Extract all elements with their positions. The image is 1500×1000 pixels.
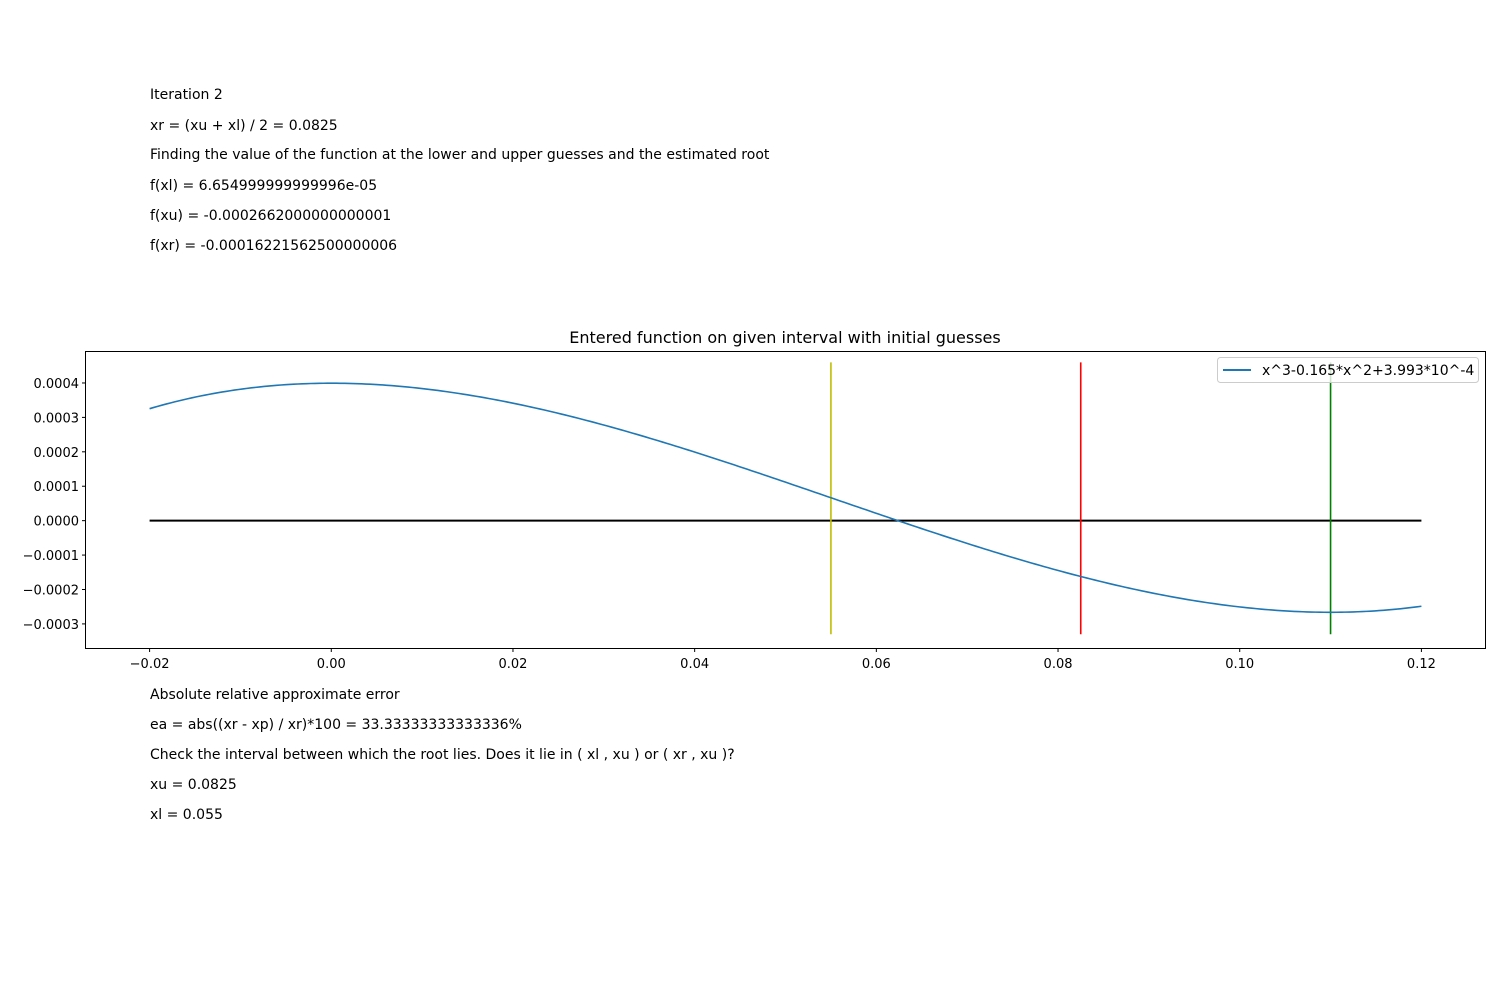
xr-formula: xr = (xu + xl) / 2 = 0.0825 — [150, 118, 338, 134]
xl-value: xl = 0.055 — [150, 807, 223, 823]
x-tick-label: 0.02 — [498, 657, 527, 672]
x-axis: −0.02 0.00 0.02 0.04 0.06 0.08 0.10 0.12 — [130, 648, 1436, 672]
axes-frame — [85, 351, 1486, 649]
function-curve — [149, 382, 1422, 614]
plot-area — [149, 362, 1422, 635]
iteration-label: Iteration 2 — [150, 87, 223, 103]
y-tick-label: −0.0003 — [23, 618, 79, 633]
x-tick-label: 0.04 — [680, 657, 709, 672]
y-tick-label: 0.0003 — [34, 411, 80, 426]
legend: x^3-0.165*x^2+3.993*10^-4 — [1217, 357, 1479, 383]
x-tick-label: 0.08 — [1044, 657, 1073, 672]
x-tick-label: 0.06 — [862, 657, 891, 672]
error-heading: Absolute relative approximate error — [150, 687, 400, 703]
x-tick-label: 0.00 — [317, 657, 346, 672]
x-tick-label: 0.12 — [1407, 657, 1436, 672]
chart-title: Entered function on given interval with … — [569, 328, 1000, 347]
fxr-value: f(xr) = -0.00016221562500000006 — [150, 238, 398, 254]
fxl-value: f(xl) = 6.654999999999996e-05 — [150, 178, 378, 194]
legend-label: x^3-0.165*x^2+3.993*10^-4 — [1262, 363, 1474, 379]
y-axis: 0.0004 0.0003 0.0002 0.0001 0.0000 −0.0001 −0.… — [23, 377, 86, 633]
y-tick-label: 0.0004 — [34, 377, 80, 392]
y-tick-label: −0.0002 — [23, 583, 79, 598]
ea-formula: ea = abs((xr - xp) / xr)*100 = 33.333333… — [150, 717, 522, 733]
fxu-value: f(xu) = -0.0002662000000000001 — [150, 208, 392, 224]
y-tick-label: 0.0002 — [34, 446, 80, 461]
y-tick-label: 0.0000 — [34, 515, 80, 530]
y-tick-label: 0.0001 — [34, 480, 80, 495]
legend-box — [1217, 357, 1479, 383]
x-tick-label: 0.10 — [1225, 657, 1254, 672]
finding-text: Finding the value of the function at the… — [150, 147, 770, 163]
x-tick-label: −0.02 — [130, 657, 170, 672]
y-tick-label: −0.0001 — [23, 549, 79, 564]
check-text: Check the interval between which the roo… — [150, 747, 735, 763]
xu-value: xu = 0.0825 — [150, 777, 237, 793]
